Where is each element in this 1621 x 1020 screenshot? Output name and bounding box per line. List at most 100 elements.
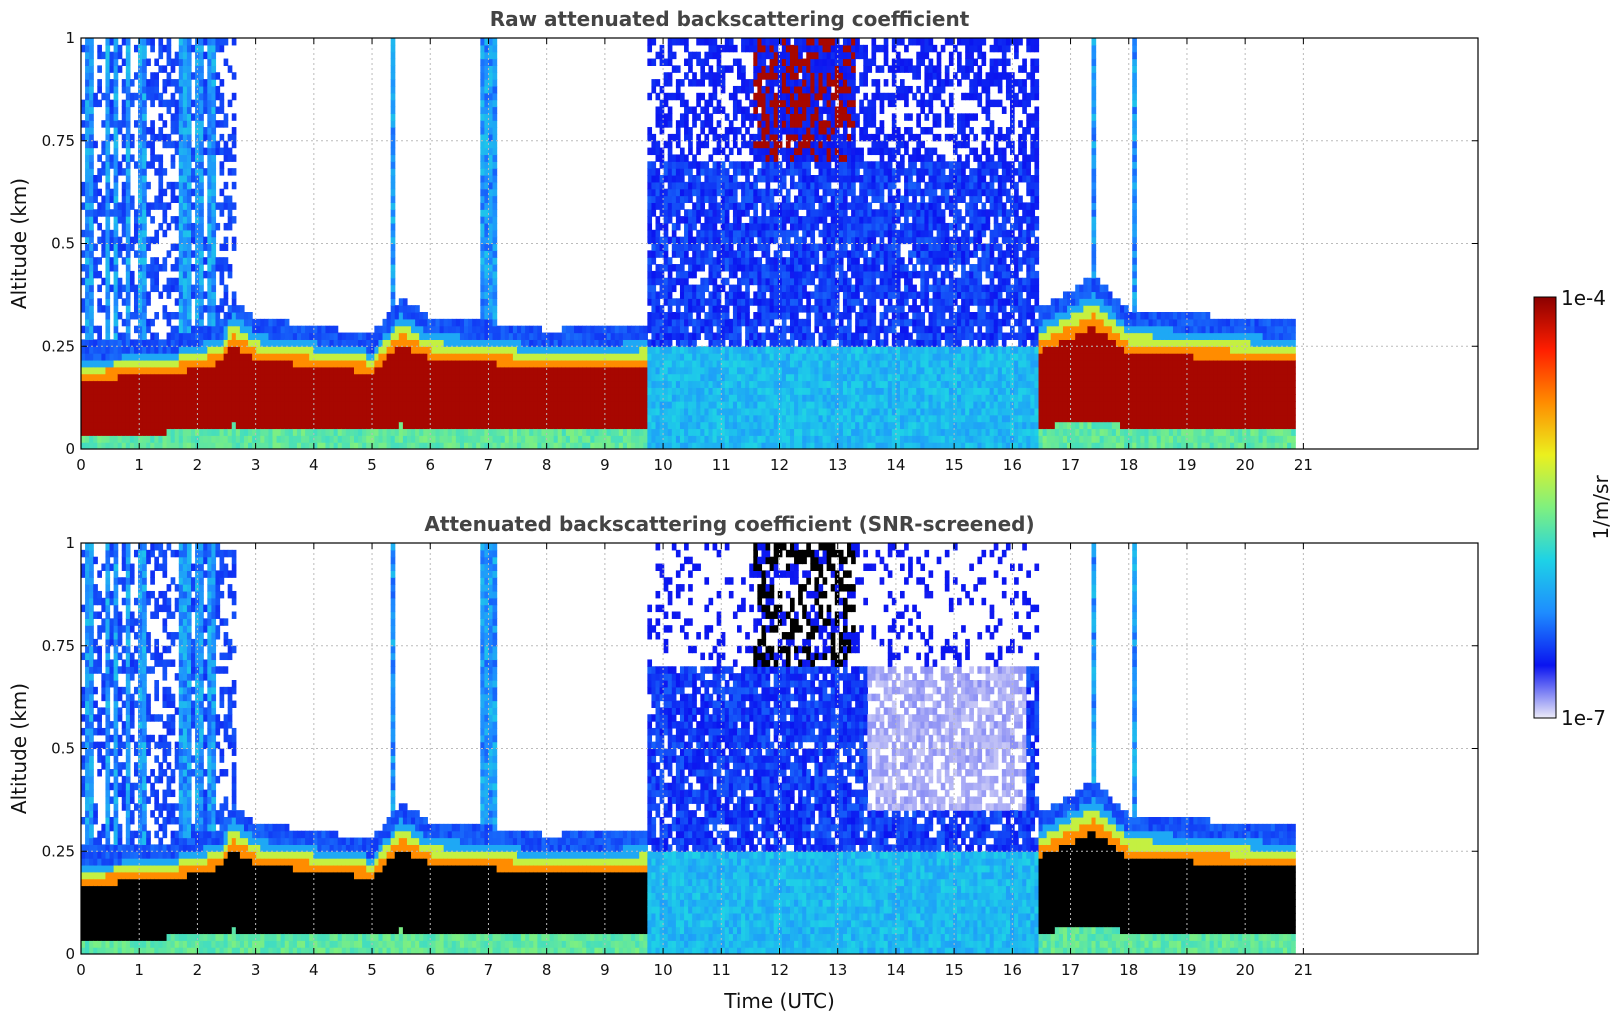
heatmap-cell [207,85,212,94]
heatmap-cell [492,202,498,210]
heatmap-cell [696,236,701,245]
heatmap-cell [578,346,583,354]
heatmap-cell [162,401,168,409]
heatmap-cell [85,346,90,354]
heatmap-cell [158,387,164,395]
heatmap-cell [488,120,494,128]
heatmap-cell [333,380,339,388]
heatmap-cell [109,113,115,121]
heatmap-cell [569,373,575,382]
heatmap-cell [142,442,147,449]
heatmap-cell [292,435,298,443]
heatmap-cell [655,401,661,409]
heatmap-cell [521,346,526,354]
heatmap-cell [398,305,404,313]
heatmap-cell [150,394,155,402]
heatmap-cell [663,442,669,449]
heatmap-cell [284,380,290,388]
heatmap-cell [85,264,90,272]
heatmap-cell [631,442,636,449]
heatmap-cell [651,346,657,354]
heatmap-cell [93,209,98,217]
heatmap-cell [109,394,115,402]
heatmap-cell [280,346,286,354]
heatmap-cell [138,373,143,382]
heatmap-cell [378,332,384,340]
heatmap-cell [158,222,164,231]
heatmap-cell [211,442,217,449]
heatmap-cell [248,359,253,368]
heatmap-cell [182,133,188,142]
heatmap-cell [745,44,750,53]
heatmap-cell [671,92,677,101]
heatmap-cell [292,353,298,361]
heatmap-cell [480,154,485,162]
heatmap-cell [728,291,734,299]
heatmap-cell [684,435,689,443]
heatmap-cell [97,332,102,340]
heatmap-cell [521,359,526,368]
heatmap-cell [464,332,469,340]
heatmap-cell [138,120,143,128]
heatmap-cell [663,359,669,368]
heatmap-cell [345,428,351,436]
heatmap-cell [288,414,294,423]
heatmap-cell [675,414,681,423]
heatmap-cell [211,222,217,231]
heatmap-cell [280,373,286,382]
heatmap-cell [142,270,147,279]
heatmap-cell [191,435,196,443]
heatmap-cell [301,380,306,388]
heatmap-cell [480,92,485,101]
heatmap-cell [724,44,730,53]
heatmap-cell [398,394,404,402]
heatmap-cell [203,442,208,449]
heatmap-cell [390,51,396,60]
heatmap-cell [178,154,184,162]
heatmap-cell [215,414,221,423]
heatmap-cell [732,435,738,443]
heatmap-cell [142,243,147,251]
heatmap-cell [655,435,661,443]
heatmap-cell [724,428,730,436]
heatmap-cell [557,414,563,423]
heatmap-cell [113,51,119,60]
heatmap-cell [639,435,644,443]
heatmap-cell [679,414,685,423]
heatmap-cell [696,401,701,409]
heatmap-cell [488,250,494,258]
heatmap-cell [459,394,465,402]
heatmap-cell [317,380,322,388]
heatmap-cell [553,442,559,449]
heatmap-cell [154,133,160,142]
heatmap-cell [288,428,294,436]
heatmap-cell [256,332,261,340]
heatmap-cell [472,435,477,443]
heatmap-cell [684,421,689,430]
heatmap-cell [125,380,131,388]
heatmap-cell [708,318,714,327]
heatmap-cell [390,257,396,265]
heatmap-cell [696,188,701,197]
heatmap-cell [325,407,331,416]
heatmap-cell [447,339,453,347]
heatmap-cell [728,284,734,293]
heatmap-cell [146,387,151,395]
heatmap-cell [154,270,160,279]
heatmap-cell [720,407,726,416]
heatmap-cell [89,99,94,108]
heatmap-cell [390,277,396,286]
heatmap-cell [484,305,490,313]
heatmap-cell [712,147,718,156]
heatmap-cell [423,394,428,402]
heatmap-cell [207,44,212,53]
heatmap-cell [724,305,730,313]
heatmap-cell [594,325,600,334]
heatmap-cell [81,359,86,368]
heatmap-cell [394,332,400,340]
heatmap-cell [622,346,628,354]
heatmap-cell [138,216,143,224]
heatmap-cell [211,209,217,217]
heatmap-cell [390,175,396,183]
heatmap-cell [728,339,734,347]
